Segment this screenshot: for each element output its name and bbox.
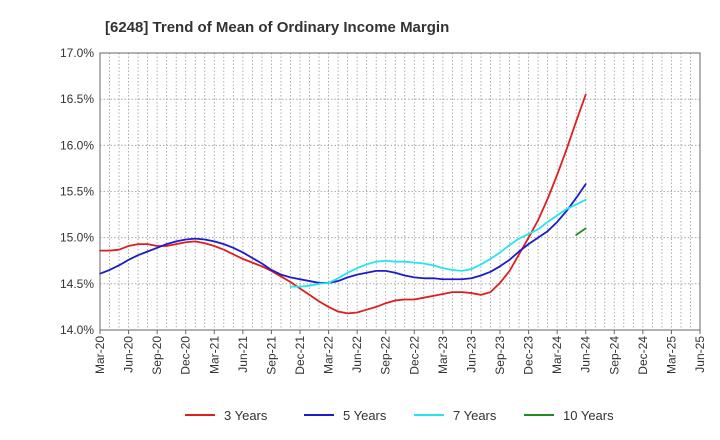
x-tick-label: Dec-21 bbox=[293, 336, 307, 375]
series-lines bbox=[99, 93, 587, 315]
legend-label: 7 Years bbox=[453, 408, 497, 423]
y-axis-ticks: 14.0% 14.5% 15.0% 15.5% 16.0% 16.5% 17.0% bbox=[60, 46, 94, 337]
x-tick-label: Sep-20 bbox=[150, 336, 164, 375]
y-tick-label: 14.0% bbox=[60, 323, 94, 337]
chart-title: [6248] Trend of Mean of Ordinary Income … bbox=[105, 19, 449, 36]
y-tick-label: 15.5% bbox=[60, 185, 94, 199]
y-tick-label: 16.5% bbox=[60, 92, 94, 106]
grid-lines bbox=[100, 53, 700, 330]
series-line-3-years bbox=[99, 93, 587, 315]
y-tick-label: 16.0% bbox=[60, 138, 94, 152]
legend-label: 3 Years bbox=[224, 408, 268, 423]
x-tick-label: Jun-24 bbox=[579, 336, 593, 373]
y-tick-label: 17.0% bbox=[60, 46, 94, 60]
x-tick-label: Dec-23 bbox=[522, 336, 536, 375]
x-tick-label: Jun-21 bbox=[236, 336, 250, 373]
legend: 3 Years 5 Years 7 Years 10 Years bbox=[185, 408, 614, 423]
x-tick-label: Sep-23 bbox=[493, 336, 507, 375]
x-tick-label: Dec-22 bbox=[407, 336, 421, 375]
x-tick-label: Mar-21 bbox=[207, 336, 221, 374]
series-line-7-years bbox=[289, 198, 587, 288]
x-tick-label: Sep-24 bbox=[607, 336, 621, 375]
x-tick-label: Jun-20 bbox=[122, 336, 136, 373]
y-tick-label: 14.5% bbox=[60, 277, 94, 291]
series-line-10-years bbox=[575, 227, 587, 236]
x-tick-label: Jun-22 bbox=[350, 336, 364, 373]
plot-frame bbox=[99, 52, 701, 331]
x-tick-label: Jun-23 bbox=[464, 336, 478, 373]
x-tick-label: Mar-25 bbox=[664, 336, 678, 374]
x-tick-label: Sep-22 bbox=[379, 336, 393, 375]
x-tick-label: Dec-24 bbox=[636, 336, 650, 375]
x-tick-label: Dec-20 bbox=[179, 336, 193, 375]
x-axis-ticks: Mar-20 Jun-20 Sep-20 Dec-20 Mar-21 Jun-21 Sep-… bbox=[93, 330, 707, 375]
plot-area bbox=[100, 53, 700, 330]
x-tick-label: Mar-23 bbox=[436, 336, 450, 374]
x-tick-label: Mar-22 bbox=[322, 336, 336, 374]
y-tick-label: 15.0% bbox=[60, 231, 94, 245]
x-tick-label: Sep-21 bbox=[264, 336, 278, 375]
series-line-5-years bbox=[99, 183, 587, 284]
x-tick-label: Jun-25 bbox=[693, 336, 707, 373]
legend-label: 5 Years bbox=[343, 408, 387, 423]
x-tick-label: Mar-20 bbox=[93, 336, 107, 374]
x-tick-label: Mar-24 bbox=[550, 336, 564, 374]
legend-label: 10 Years bbox=[563, 408, 614, 423]
